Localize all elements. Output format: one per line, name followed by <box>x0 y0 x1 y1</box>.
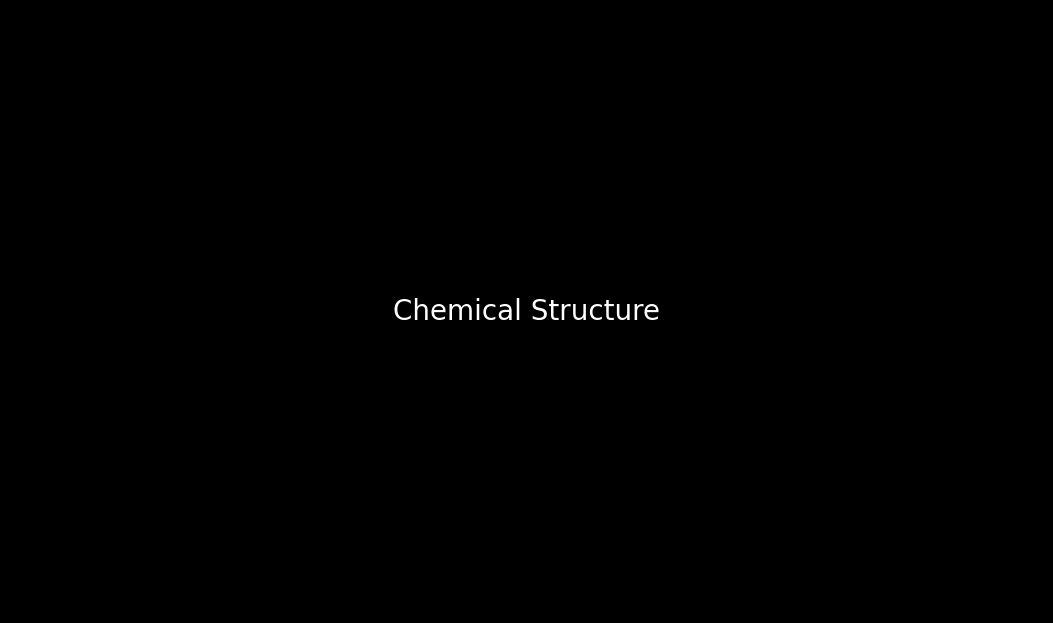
Text: Chemical Structure: Chemical Structure <box>393 298 660 325</box>
